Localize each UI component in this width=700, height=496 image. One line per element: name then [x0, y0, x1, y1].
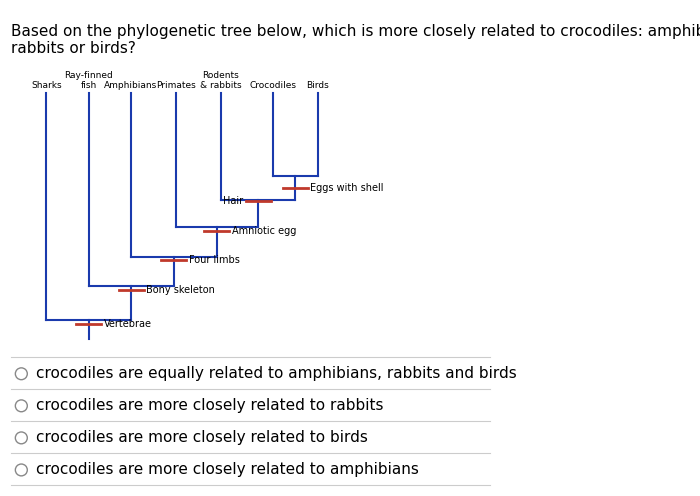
Text: Amphibians: Amphibians	[104, 81, 158, 90]
Text: Sharks: Sharks	[31, 81, 62, 90]
Text: Hair: Hair	[223, 196, 243, 206]
Text: Based on the phylogenetic tree below, which is more closely related to crocodile: Based on the phylogenetic tree below, wh…	[11, 24, 700, 56]
Text: Rodents
& rabbits: Rodents & rabbits	[200, 71, 242, 90]
Text: crocodiles are more closely related to birds: crocodiles are more closely related to b…	[36, 431, 368, 445]
Text: Four limbs: Four limbs	[189, 255, 240, 265]
Text: Birds: Birds	[307, 81, 329, 90]
Text: Bony skeleton: Bony skeleton	[146, 285, 215, 295]
Text: Vertebrae: Vertebrae	[104, 319, 152, 329]
Text: Eggs with shell: Eggs with shell	[310, 183, 384, 193]
Text: crocodiles are more closely related to amphibians: crocodiles are more closely related to a…	[36, 462, 419, 478]
Text: Amniotic egg: Amniotic egg	[232, 226, 296, 236]
Text: Crocodiles: Crocodiles	[249, 81, 297, 90]
Text: Primates: Primates	[156, 81, 196, 90]
Text: Ray-finned
fish: Ray-finned fish	[64, 71, 113, 90]
Text: crocodiles are equally related to amphibians, rabbits and birds: crocodiles are equally related to amphib…	[36, 366, 517, 381]
Text: crocodiles are more closely related to rabbits: crocodiles are more closely related to r…	[36, 398, 384, 413]
